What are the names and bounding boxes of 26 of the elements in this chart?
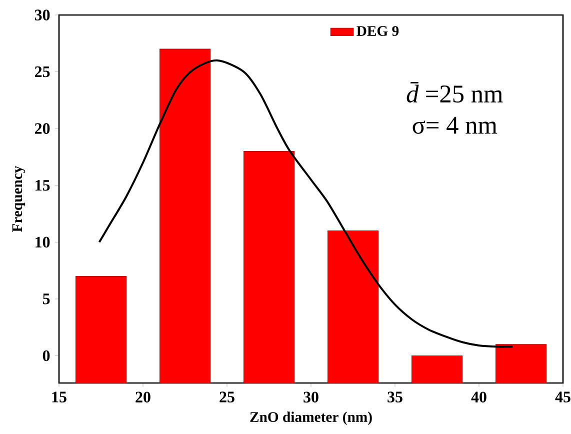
annotation: σ= 4 nm bbox=[412, 116, 498, 134]
line-series bbox=[98, 59, 514, 348]
bar bbox=[76, 276, 126, 384]
x-tick-label: 15 bbox=[52, 392, 66, 402]
y-tick-label: 5 bbox=[42, 294, 50, 304]
y-tick-label: 20 bbox=[34, 123, 50, 134]
y-tick-label: 30 bbox=[34, 10, 50, 20]
bar bbox=[412, 355, 462, 384]
bar bbox=[160, 48, 210, 384]
annotation: d̄=25 nm bbox=[406, 82, 503, 103]
bar bbox=[328, 230, 378, 384]
bar bbox=[496, 344, 546, 384]
y-tick-label: 0 bbox=[42, 350, 50, 362]
x-tick-label: 40 bbox=[471, 392, 486, 402]
y-tick-label: 25 bbox=[34, 66, 50, 78]
x-tick-label: 20 bbox=[136, 392, 150, 402]
y-axis-title: Frequency bbox=[12, 166, 26, 232]
legend-label: DEG 9 bbox=[356, 26, 399, 36]
y-tick-label: 10 bbox=[36, 236, 50, 248]
y-tick-label: 15 bbox=[36, 180, 50, 191]
bar bbox=[244, 151, 294, 384]
x-tick-label: 25 bbox=[220, 392, 234, 402]
x-tick-label: 45 bbox=[555, 392, 570, 402]
x-tick-label: 35 bbox=[388, 392, 402, 402]
x-tick-label: 30 bbox=[304, 392, 318, 402]
x-axis-title: ZnO diameter (nm) bbox=[250, 412, 372, 425]
